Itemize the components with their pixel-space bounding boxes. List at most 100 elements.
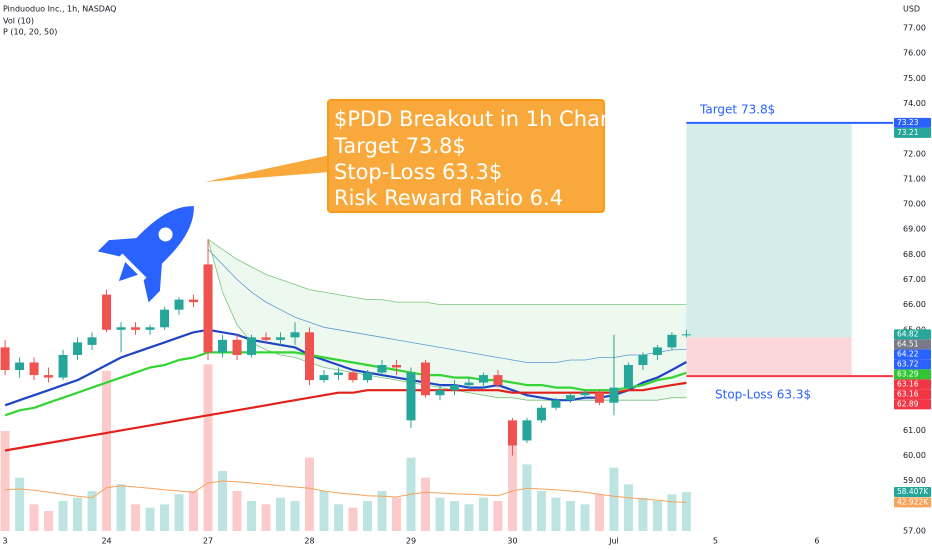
- candle-body: [391, 365, 401, 368]
- volume-bar: [536, 491, 546, 531]
- envelope-line: [207, 239, 687, 401]
- volume-bar: [667, 494, 677, 531]
- y-tick-label: 66.00: [903, 300, 926, 309]
- price-marker-label: 63.16: [897, 389, 919, 398]
- candle-body: [116, 327, 126, 330]
- candle-body: [73, 342, 83, 355]
- volume-bar: [116, 484, 126, 531]
- volume-bar: [203, 364, 213, 531]
- x-tick-label: 30: [507, 537, 517, 546]
- volume-bar: [449, 501, 459, 531]
- candle-body: [565, 395, 575, 401]
- volume-bar: [232, 491, 242, 531]
- candle-body: [58, 354, 68, 378]
- candle-body: [594, 392, 604, 403]
- volume-bar: [160, 504, 170, 531]
- candle-body: [145, 327, 155, 330]
- candle-body: [681, 334, 691, 336]
- x-tick-label: 28: [304, 537, 314, 546]
- x-tick-label: 29: [406, 537, 416, 546]
- candle-body: [667, 334, 677, 348]
- price-marker: [894, 497, 931, 508]
- price-marker-label: 63.29: [897, 369, 919, 378]
- volume-bar: [522, 464, 532, 531]
- volume-ma-line: [5, 480, 687, 503]
- y-tick-label: 60.00: [903, 451, 926, 460]
- price-marker-label: 58.407K: [897, 487, 929, 496]
- candle-body: [174, 299, 184, 310]
- candle-body: [406, 372, 416, 421]
- candle-body: [333, 372, 343, 376]
- volume-bar: [391, 497, 401, 531]
- candle-body: [87, 337, 97, 345]
- volume-bar: [102, 371, 112, 531]
- volume-bar: [319, 491, 329, 531]
- volume-bar: [377, 491, 387, 531]
- envelope-fill: [208, 239, 687, 401]
- price-marker: [894, 127, 931, 138]
- volume-bar: [131, 504, 141, 531]
- candle-body: [189, 299, 199, 303]
- volume-bar: [29, 504, 39, 531]
- price-marker: [894, 359, 931, 370]
- y-tick-label: 57.00: [903, 527, 926, 536]
- callout-line: Risk Reward Ratio 6.4: [334, 186, 563, 210]
- price-marker-label: 64.82: [897, 329, 919, 338]
- y-tick-label: 75.00: [903, 74, 926, 83]
- volume-bar: [174, 494, 184, 531]
- volume-bar: [333, 504, 343, 531]
- volume-bar: [87, 491, 97, 531]
- y-tick-label: 72.00: [903, 149, 926, 158]
- callout-line: Target 73.8$: [333, 134, 466, 158]
- volume-bar: [290, 501, 300, 531]
- volume-bar: [638, 497, 648, 531]
- volume-bar: [0, 431, 10, 531]
- currency-label: USD: [903, 5, 920, 14]
- volume-bar: [565, 501, 575, 531]
- candle-body: [232, 339, 242, 355]
- price-marker-label: 73.23: [897, 118, 919, 127]
- candle-body: [420, 362, 430, 396]
- candle-body: [507, 420, 517, 446]
- candle-body: [478, 375, 488, 383]
- y-tick-label: 69.00: [903, 225, 926, 234]
- candle-body: [609, 387, 619, 403]
- price-marker-label: 64.22: [897, 349, 919, 358]
- volume-bar: [189, 491, 199, 531]
- volume-bar: [58, 501, 68, 531]
- price-axis: [893, 0, 932, 550]
- price-marker-label: 63.72: [897, 359, 919, 368]
- price-marker-label: 63.16: [897, 379, 919, 388]
- target-zone: [686, 122, 852, 338]
- x-tick-label: 24: [101, 537, 111, 546]
- volume-bar: [305, 457, 315, 531]
- volume-bar: [44, 511, 54, 531]
- candle-body: [348, 372, 358, 381]
- volume-bar: [420, 477, 430, 531]
- price-marker-label: 64.51: [897, 339, 919, 348]
- volume-bar: [551, 497, 561, 531]
- x-tick-label: 5: [713, 537, 718, 546]
- y-tick-label: 77.00: [903, 24, 926, 33]
- target-label: Target 73.8$: [699, 103, 775, 117]
- candle-body: [29, 362, 39, 376]
- volume-bar: [609, 467, 619, 531]
- volume-bar: [478, 497, 488, 531]
- candle-body: [623, 365, 633, 388]
- price-marker: [894, 379, 931, 390]
- volume-bar: [15, 477, 25, 531]
- y-tick-label: 71.00: [903, 174, 926, 183]
- y-tick-label: 74.00: [903, 99, 926, 108]
- price-marker-label: 73.21: [897, 128, 919, 137]
- y-tick-label: 70.00: [903, 200, 926, 209]
- candle-body: [580, 392, 590, 396]
- price-marker-label: 62.89: [897, 399, 919, 408]
- callout-line: $PDD Breakout in 1h Chart: [334, 107, 617, 131]
- price-marker: [894, 487, 931, 498]
- candle-body: [160, 309, 170, 328]
- volume-bar: [507, 437, 517, 531]
- price-marker-label: 42.922K: [897, 497, 929, 506]
- candle-body: [493, 375, 503, 386]
- candle-body: [0, 347, 10, 371]
- volume-bar: [276, 497, 286, 531]
